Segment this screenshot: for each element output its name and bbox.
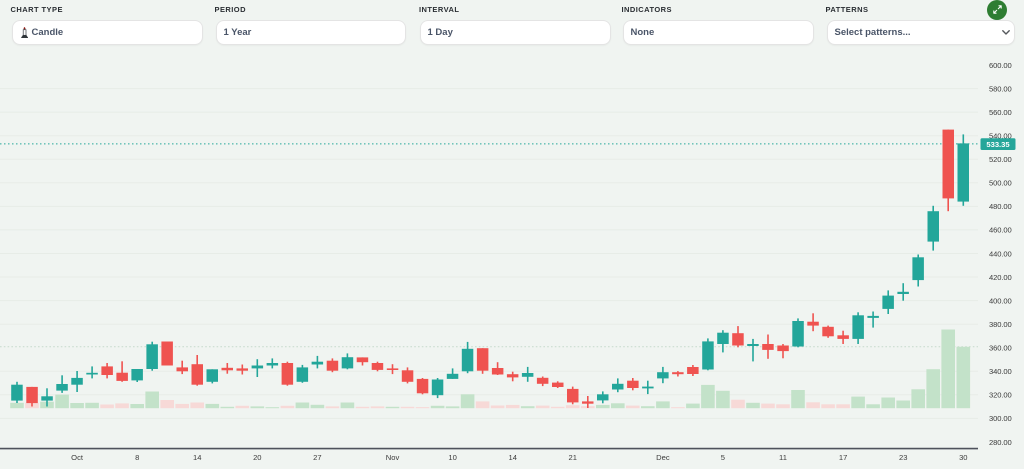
svg-text:500.00: 500.00 [989, 179, 1012, 188]
svg-text:440.00: 440.00 [989, 249, 1012, 258]
svg-text:420.00: 420.00 [989, 273, 1012, 282]
svg-text:280.00: 280.00 [989, 438, 1012, 447]
svg-text:480.00: 480.00 [989, 202, 1012, 211]
svg-text:380.00: 380.00 [989, 320, 1012, 329]
svg-text:5: 5 [721, 453, 725, 462]
svg-text:540.00: 540.00 [989, 132, 1012, 141]
svg-text:23: 23 [899, 453, 907, 462]
svg-text:600.00: 600.00 [989, 61, 1012, 70]
svg-text:560.00: 560.00 [989, 108, 1012, 117]
svg-text:Nov: Nov [386, 453, 400, 462]
svg-text:340.00: 340.00 [989, 367, 1012, 376]
svg-text:14: 14 [508, 453, 516, 462]
svg-text:300.00: 300.00 [989, 414, 1012, 423]
svg-text:533.35: 533.35 [986, 140, 1010, 149]
svg-text:27: 27 [313, 453, 321, 462]
svg-text:360.00: 360.00 [989, 344, 1012, 353]
svg-text:11: 11 [779, 453, 787, 462]
svg-text:460.00: 460.00 [989, 226, 1012, 235]
svg-text:30: 30 [959, 453, 967, 462]
svg-text:580.00: 580.00 [989, 84, 1012, 93]
svg-text:17: 17 [839, 453, 847, 462]
svg-text:Oct: Oct [71, 453, 84, 462]
svg-text:320.00: 320.00 [989, 391, 1012, 400]
svg-text:14: 14 [193, 453, 201, 462]
svg-text:21: 21 [568, 453, 576, 462]
svg-text:20: 20 [253, 453, 261, 462]
svg-text:520.00: 520.00 [989, 155, 1012, 164]
svg-text:400.00: 400.00 [989, 296, 1012, 305]
svg-text:8: 8 [135, 453, 139, 462]
svg-text:10: 10 [448, 453, 456, 462]
svg-text:Dec: Dec [656, 453, 670, 462]
